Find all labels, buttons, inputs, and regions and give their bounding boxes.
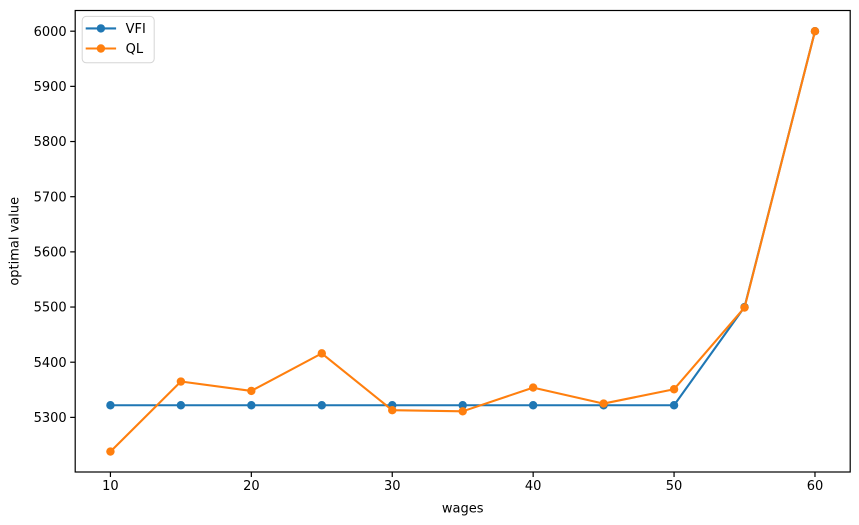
plot-border (74, 9, 851, 473)
plot-area (75, 10, 851, 472)
series-marker-vfi (106, 401, 115, 410)
series-marker-ql (106, 447, 115, 456)
series-marker-ql (176, 377, 186, 386)
series-marker-vfi (528, 401, 538, 410)
series-marker-ql (247, 386, 256, 396)
y-tick-label: 5800 (34, 135, 67, 150)
series-marker-ql (458, 407, 467, 416)
series-marker-ql (528, 383, 538, 392)
y-tick-label: 5400 (34, 356, 67, 371)
legend-label-vfi: VFI (126, 22, 146, 37)
y-tick-label: 6000 (34, 25, 67, 40)
series-marker-ql (810, 26, 820, 36)
x-tick-label: 10 (102, 479, 119, 494)
y-tick-label: 5900 (34, 80, 67, 95)
x-tick-label: 20 (243, 479, 260, 494)
legend-marker-vfi (96, 24, 106, 33)
series-marker-ql (317, 349, 326, 358)
series-marker-ql (669, 385, 679, 394)
y-tick-label: 5300 (34, 411, 67, 426)
x-tick-label: 40 (525, 479, 542, 494)
x-axis-label: wages (442, 502, 484, 517)
legend-label-ql: QL (126, 42, 144, 57)
series-marker-vfi (458, 401, 467, 410)
series-marker-ql (388, 406, 397, 415)
y-tick-label: 5700 (34, 190, 67, 205)
x-tick-label: 50 (666, 479, 683, 494)
series-marker-ql (740, 303, 749, 312)
y-tick-label: 5600 (34, 246, 67, 261)
series-marker-vfi (247, 401, 256, 410)
legend-marker-ql (96, 44, 106, 53)
series-marker-vfi (669, 401, 679, 410)
series-marker-ql (599, 399, 608, 408)
x-tick-label: 30 (384, 479, 401, 494)
y-tick-label: 5500 (34, 301, 67, 316)
series-marker-vfi (176, 401, 186, 410)
x-tick-label: 60 (807, 479, 824, 494)
y-axis-label: optimal value (8, 197, 23, 286)
series-marker-vfi (317, 401, 326, 410)
